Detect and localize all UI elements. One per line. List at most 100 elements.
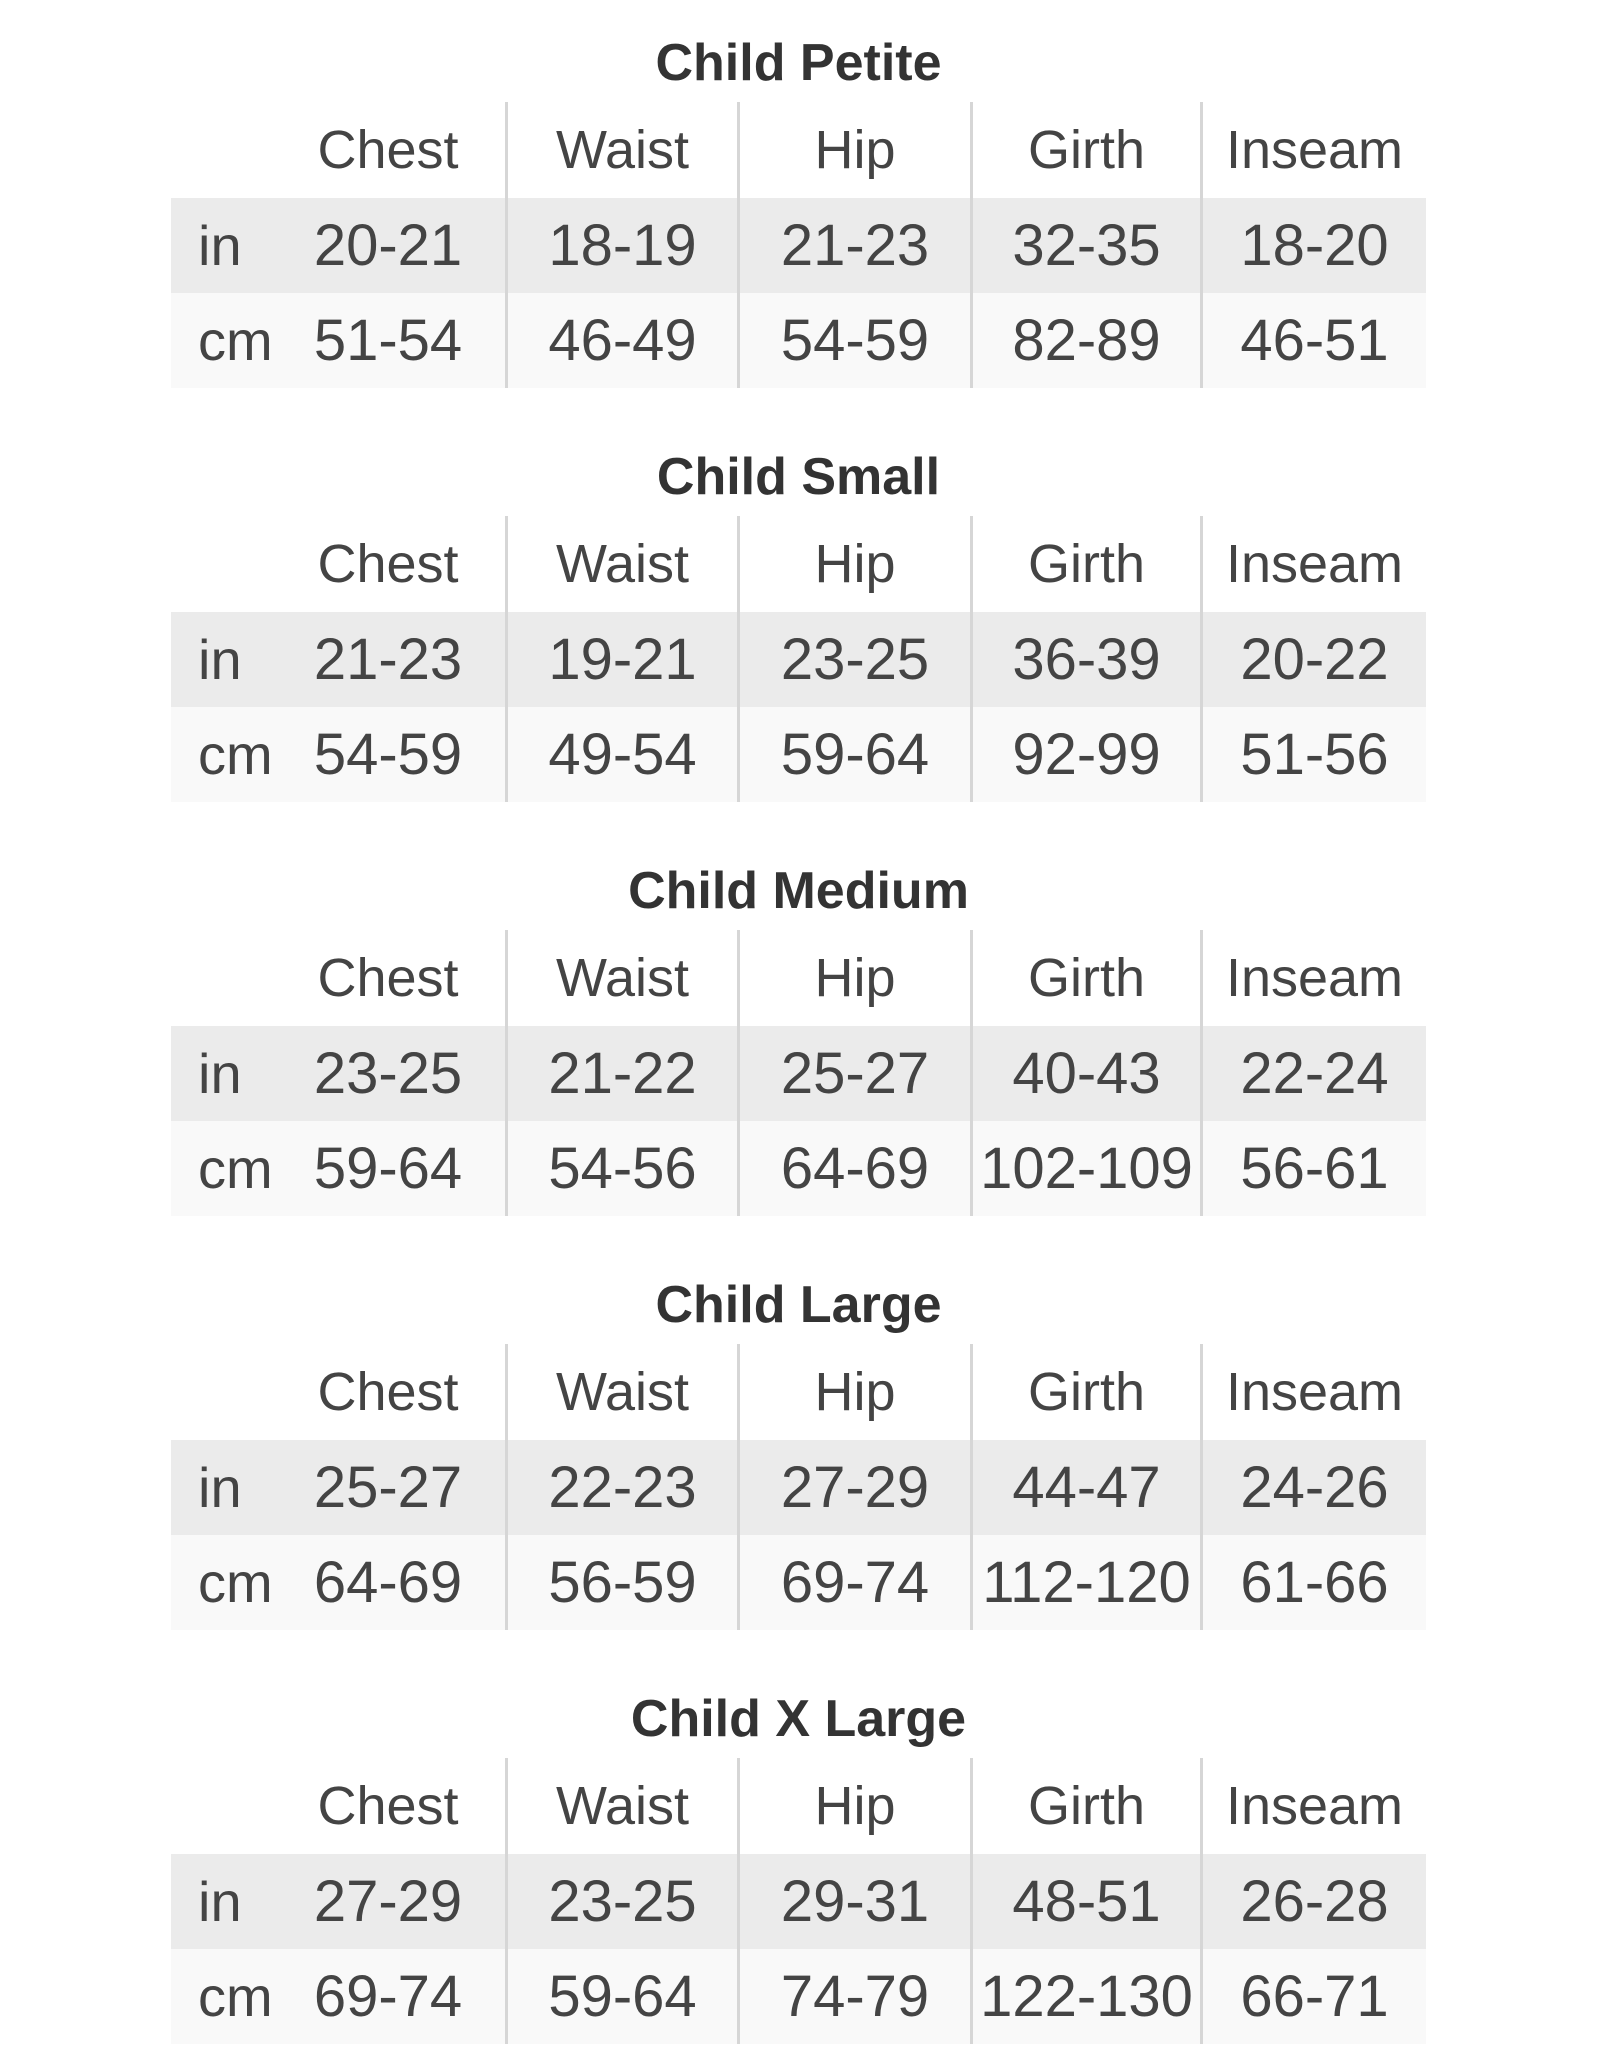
unit-header-blank [171, 930, 271, 1026]
column-header: Inseam [1200, 516, 1426, 612]
table-row: in 25-27 22-23 27-29 44-47 24-26 [171, 1440, 1426, 1535]
column-header: Girth [970, 930, 1200, 1026]
column-header: Chest [317, 1776, 459, 1836]
measurement-cell: 25-27 [313, 1455, 463, 1520]
table-row: cm 51-54 46-49 54-59 82-89 46-51 [171, 293, 1426, 388]
size-section: Child Large Chest Waist Hip Girth Inseam in 25-… [0, 1242, 1600, 1656]
measurement-cell: 74-79 [737, 1949, 970, 2044]
measurement-cell: 112-120 [970, 1535, 1200, 1630]
measurement-cell: 54-59 [313, 722, 463, 787]
measurement-cell: 59-64 [737, 707, 970, 802]
column-header: Hip [737, 1344, 970, 1440]
measurement-cell: 27-29 [737, 1440, 970, 1535]
measurement-cell: 48-51 [970, 1854, 1200, 1949]
section-title: Child Petite [655, 34, 942, 92]
header-row: Chest Waist Hip Girth Inseam [171, 102, 1426, 198]
column-header: Waist [505, 930, 737, 1026]
measurement-cell: 44-47 [970, 1440, 1200, 1535]
size-table: Chest Waist Hip Girth Inseam in 27-29 23-25 29-3… [171, 1758, 1426, 2044]
size-section: Child Medium Chest Waist Hip Girth Inseam in 23… [0, 828, 1600, 1242]
unit-header-blank [171, 516, 271, 612]
unit-header-blank [171, 1344, 271, 1440]
measurement-cell: 18-19 [505, 198, 737, 293]
unit-label: cm [198, 1137, 273, 1200]
unit-label: cm [198, 1551, 273, 1614]
column-header: Girth [970, 102, 1200, 198]
column-header: Chest [317, 120, 459, 180]
section-title: Child Medium [628, 862, 969, 920]
measurement-cell: 23-25 [313, 1041, 463, 1106]
measurement-cell: 26-28 [1200, 1854, 1426, 1949]
measurement-cell: 21-22 [505, 1026, 737, 1121]
measurement-cell: 56-61 [1200, 1121, 1426, 1216]
column-header: Hip [737, 516, 970, 612]
size-section: Child Small Chest Waist Hip Girth Inseam in 21-… [0, 414, 1600, 828]
table-row: in 23-25 21-22 25-27 40-43 22-24 [171, 1026, 1426, 1121]
measurement-cell: 51-54 [313, 308, 463, 373]
measurement-cell: 92-99 [970, 707, 1200, 802]
column-header: Waist [505, 102, 737, 198]
measurement-cell: 49-54 [505, 707, 737, 802]
column-header: Hip [737, 102, 970, 198]
unit-label: in [198, 1042, 242, 1105]
column-header: Girth [970, 516, 1200, 612]
unit-header-blank [171, 102, 271, 198]
measurement-cell: 23-25 [737, 612, 970, 707]
unit-header-blank [171, 1758, 271, 1854]
measurement-cell: 18-20 [1200, 198, 1426, 293]
column-header: Inseam [1200, 102, 1426, 198]
measurement-cell: 36-39 [970, 612, 1200, 707]
column-header: Hip [737, 1758, 970, 1854]
table-row: cm 59-64 54-56 64-69 102-109 56-61 [171, 1121, 1426, 1216]
measurement-cell: 46-49 [505, 293, 737, 388]
measurement-cell: 22-23 [505, 1440, 737, 1535]
table-row: cm 69-74 59-64 74-79 122-130 66-71 [171, 1949, 1426, 2044]
measurement-cell: 29-31 [737, 1854, 970, 1949]
measurement-cell: 59-64 [505, 1949, 737, 2044]
measurement-cell: 32-35 [970, 198, 1200, 293]
measurement-cell: 23-25 [505, 1854, 737, 1949]
unit-label: in [198, 1870, 242, 1933]
size-section: Child X Large Chest Waist Hip Girth Inseam in 2… [0, 1656, 1600, 2070]
table-row: in 27-29 23-25 29-31 48-51 26-28 [171, 1854, 1426, 1949]
measurement-cell: 20-22 [1200, 612, 1426, 707]
column-header: Inseam [1200, 1758, 1426, 1854]
measurement-cell: 40-43 [970, 1026, 1200, 1121]
measurement-cell: 46-51 [1200, 293, 1426, 388]
unit-label: in [198, 214, 242, 277]
measurement-cell: 25-27 [737, 1026, 970, 1121]
size-table: Chest Waist Hip Girth Inseam in 20-21 18-19 21-2… [171, 102, 1426, 388]
section-title: Child Small [656, 448, 941, 506]
measurement-cell: 82-89 [970, 293, 1200, 388]
column-header: Waist [505, 1758, 737, 1854]
column-header: Chest [317, 534, 459, 594]
column-header: Girth [970, 1344, 1200, 1440]
unit-label: cm [198, 309, 273, 372]
table-row: cm 64-69 56-59 69-74 112-120 61-66 [171, 1535, 1426, 1630]
measurement-cell: 64-69 [737, 1121, 970, 1216]
section-title: Child Large [655, 1276, 942, 1334]
header-row: Chest Waist Hip Girth Inseam [171, 930, 1426, 1026]
size-section: Child Petite Chest Waist Hip Girth Inseam in 20… [0, 0, 1600, 414]
unit-label: cm [198, 1965, 273, 2028]
measurement-cell: 69-74 [737, 1535, 970, 1630]
measurement-cell: 122-130 [970, 1949, 1200, 2044]
unit-label: in [198, 628, 242, 691]
measurement-cell: 102-109 [970, 1121, 1200, 1216]
table-row: in 21-23 19-21 23-25 36-39 20-22 [171, 612, 1426, 707]
measurement-cell: 51-56 [1200, 707, 1426, 802]
table-row: cm 54-59 49-54 59-64 92-99 51-56 [171, 707, 1426, 802]
size-table: Chest Waist Hip Girth Inseam in 23-25 21-22 25-2… [171, 930, 1426, 1216]
measurement-cell: 24-26 [1200, 1440, 1426, 1535]
measurement-cell: 64-69 [313, 1550, 463, 1615]
measurement-cell: 66-71 [1200, 1949, 1426, 2044]
table-row: in 20-21 18-19 21-23 32-35 18-20 [171, 198, 1426, 293]
column-header: Girth [970, 1758, 1200, 1854]
header-row: Chest Waist Hip Girth Inseam [171, 1758, 1426, 1854]
column-header: Waist [505, 516, 737, 612]
measurement-cell: 19-21 [505, 612, 737, 707]
unit-label: in [198, 1456, 242, 1519]
measurement-cell: 21-23 [737, 198, 970, 293]
measurement-cell: 69-74 [313, 1964, 463, 2029]
